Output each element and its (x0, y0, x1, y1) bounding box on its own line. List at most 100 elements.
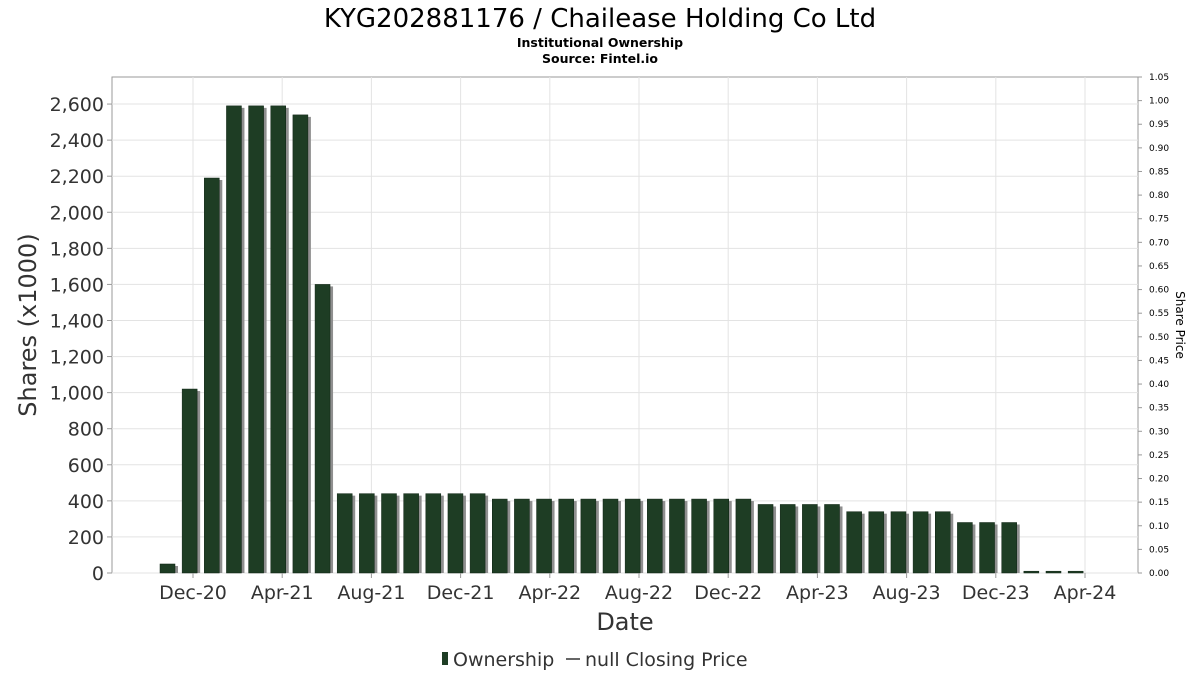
y2-tick-label: 0.00 (1149, 569, 1169, 579)
y-tick-label: 1,000 (50, 383, 104, 405)
x-tick-label: Dec-21 (427, 582, 495, 604)
y-tick-label: 800 (68, 419, 104, 441)
bar-ownership (824, 504, 840, 574)
bar-ownership (359, 493, 375, 574)
legend-ownership-label: Ownership (453, 649, 554, 671)
chart-source: Source: Fintel.io (542, 51, 658, 66)
y-axis-title: Shares (x1000) (14, 233, 42, 416)
bar-ownership (979, 522, 995, 574)
y2-tick-label: 0.95 (1149, 120, 1169, 130)
y-tick-label: 1,800 (50, 238, 104, 260)
bar-ownership (469, 493, 486, 574)
y2-tick-label: 0.75 (1149, 215, 1169, 225)
bar-ownership (381, 493, 397, 574)
bar-ownership (580, 498, 597, 574)
x-axis-title: Date (596, 608, 653, 636)
y-axis-right: 0.00 0.05 0.10 0.15 0.20 0.25 0.30 0.35 0.40 0.45… (1138, 73, 1169, 579)
y-tick-label: 200 (68, 527, 104, 549)
x-tick-label: Dec-20 (159, 582, 227, 604)
y2-tick-label: 0.70 (1149, 238, 1169, 248)
y2-tick-label: 1.05 (1149, 73, 1169, 83)
bar-ownership (204, 177, 220, 574)
y2-tick-label: 0.30 (1149, 427, 1169, 437)
bar-ownership (403, 493, 419, 574)
y-axis-left: 0 200 400 600 800 1,000 1,200 1,400 1,600 1,800 2,… (50, 94, 112, 585)
y2-tick-label: 0.90 (1149, 144, 1169, 154)
bar-ownership (270, 105, 286, 574)
bar-ownership (159, 563, 176, 574)
bar-ownership (314, 284, 331, 574)
y-tick-label: 0 (92, 563, 104, 585)
y2-tick-label: 0.05 (1149, 545, 1169, 555)
y2-tick-label: 0.50 (1149, 333, 1169, 343)
x-tick-label: Apr-22 (518, 582, 581, 604)
y2-tick-label: 0.40 (1149, 380, 1169, 390)
y2-tick-label: 0.80 (1149, 191, 1169, 201)
bar-ownership (1067, 570, 1084, 574)
chart-subtitle: Institutional Ownership (517, 35, 683, 50)
y-tick-label: 400 (68, 491, 104, 513)
legend-ownership-swatch (442, 652, 448, 665)
bar-ownership (935, 511, 951, 574)
bar-ownership (181, 388, 198, 574)
bar-ownership (447, 493, 464, 574)
bar-ownership (226, 105, 242, 574)
y-tick-label: 1,400 (50, 310, 104, 332)
x-tick-label: Apr-21 (251, 582, 314, 604)
bar-ownership (912, 511, 929, 574)
x-tick-label: Aug-23 (873, 582, 941, 604)
bar-ownership (647, 498, 663, 574)
legend: Ownership null Closing Price (442, 649, 748, 671)
bar-ownership (1023, 570, 1040, 574)
bar-ownership (492, 498, 508, 574)
bar-ownership (536, 498, 552, 574)
y2-tick-label: 0.60 (1149, 286, 1169, 296)
bar-ownership (336, 493, 353, 574)
y-tick-label: 2,400 (50, 130, 104, 152)
y2-tick-label: 0.35 (1149, 404, 1169, 414)
bar-ownership (669, 498, 685, 574)
bar-ownership (757, 504, 774, 574)
bar-ownership (868, 511, 885, 574)
y-tick-label: 2,600 (50, 94, 104, 116)
y-tick-label: 2,000 (50, 202, 104, 224)
y2-tick-label: 0.25 (1149, 451, 1169, 461)
bar-ownership (425, 493, 442, 574)
y-tick-label: 1,600 (50, 274, 104, 296)
chart-title: KYG202881176 / Chailease Holding Co Ltd (324, 4, 876, 34)
y-tick-label: 2,200 (50, 166, 104, 188)
y2-tick-label: 0.15 (1149, 498, 1169, 508)
y2-tick-label: 0.20 (1149, 475, 1169, 485)
bar-ownership (624, 498, 641, 574)
x-tick-label: Dec-23 (962, 582, 1030, 604)
x-tick-label: Aug-21 (337, 582, 405, 604)
x-tick-label: Aug-22 (605, 582, 673, 604)
y-tick-label: 600 (68, 455, 104, 477)
y2-tick-label: 0.45 (1149, 356, 1169, 366)
bar-ownership (1001, 522, 1017, 574)
bar-ownership (890, 511, 907, 574)
x-tick-label: Apr-23 (786, 582, 849, 604)
x-tick-label: Apr-24 (1054, 582, 1117, 604)
bar-ownership (602, 498, 619, 574)
bar-ownership (779, 504, 796, 574)
y2-axis-title: Share Price (1173, 291, 1187, 359)
bar-ownership (514, 498, 530, 574)
bar-series-ownership (159, 105, 1084, 574)
x-tick-label: Dec-22 (694, 582, 762, 604)
bar-ownership (713, 498, 729, 574)
y-tick-label: 1,200 (50, 347, 104, 369)
bar-ownership (735, 498, 752, 574)
y2-tick-label: 0.10 (1149, 522, 1169, 532)
bar-ownership (802, 504, 818, 574)
x-axis: Dec-20 Apr-21 Aug-21 Dec-21 Apr-22 Aug-22 Dec-… (159, 573, 1116, 604)
bar-ownership (248, 105, 264, 574)
y2-tick-label: 1.00 (1149, 97, 1169, 107)
bar-ownership (292, 114, 309, 574)
y2-tick-label: 0.55 (1149, 309, 1169, 319)
y2-tick-label: 0.65 (1149, 262, 1169, 272)
bar-ownership (691, 498, 707, 574)
bar-ownership (957, 522, 973, 574)
y2-tick-label: 0.85 (1149, 167, 1169, 177)
